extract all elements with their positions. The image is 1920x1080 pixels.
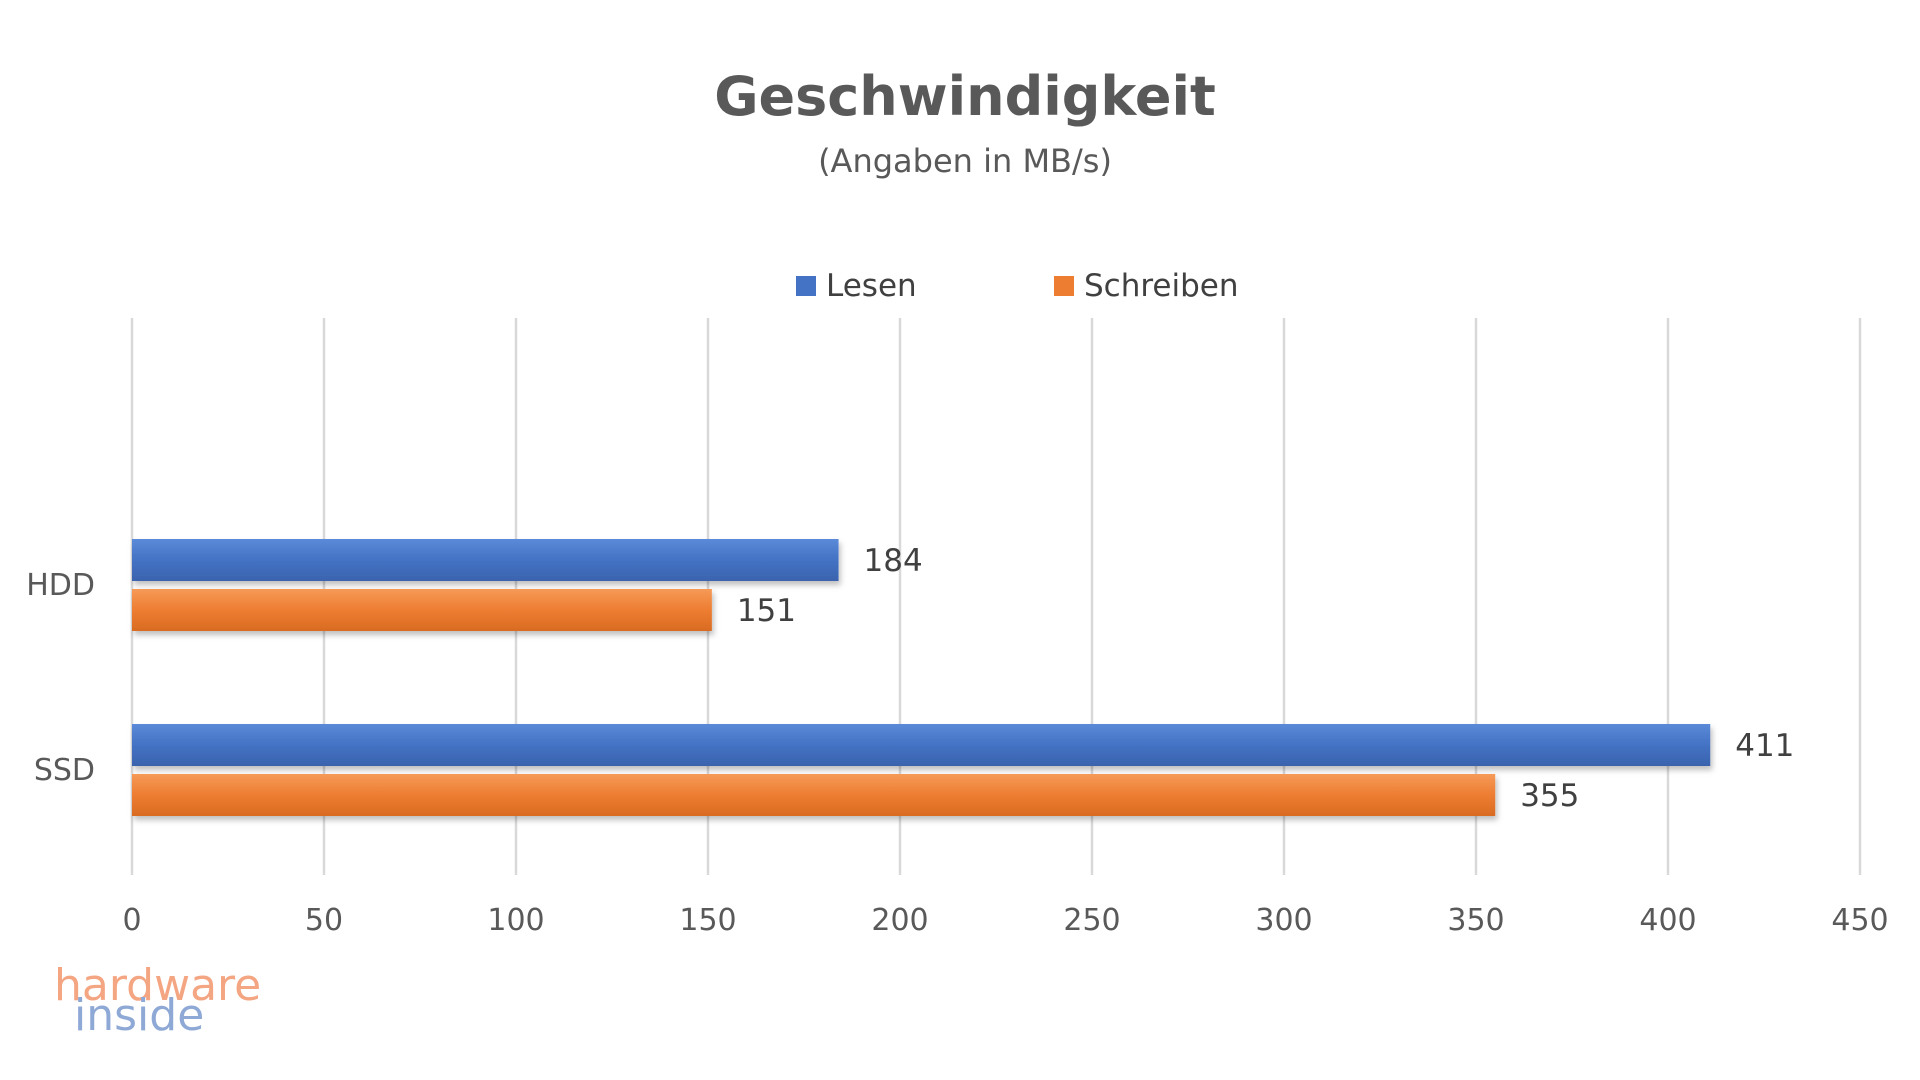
data-label: 355: [1520, 778, 1579, 814]
watermark-logo: hardware inside: [54, 960, 261, 1041]
bar: [132, 539, 839, 581]
data-label: 411: [1735, 728, 1794, 764]
x-tick-label: 450: [1831, 903, 1888, 938]
x-tick-label: 100: [487, 903, 544, 938]
watermark-line-1: hardware: [54, 960, 261, 1011]
bar: [132, 724, 1711, 766]
legend-label: Schreiben: [1084, 268, 1239, 304]
y-category-label: HDD: [26, 568, 95, 603]
data-label: 184: [864, 543, 923, 579]
x-tick-label: 50: [305, 903, 343, 938]
x-tick-label: 250: [1063, 903, 1120, 938]
chart-subtitle: (Angaben in MB/s): [818, 142, 1112, 180]
x-tick-label: 0: [122, 903, 141, 938]
chart-title: Geschwindigkeit: [714, 65, 1216, 128]
x-tick-label: 350: [1447, 903, 1504, 938]
labels: 0 50 100 150 200 250 300 350 400 450 HDD 184 151 SSD 4…: [26, 543, 1888, 938]
bars: [132, 539, 1711, 816]
x-tick-label: 400: [1639, 903, 1696, 938]
legend-swatch: [796, 276, 816, 296]
gridlines: [130, 318, 1862, 875]
x-tick-label: 300: [1255, 903, 1312, 938]
legend-swatch: [1054, 276, 1074, 296]
x-tick-label: 150: [679, 903, 736, 938]
bar: [132, 774, 1496, 816]
legend: Lesen Schreiben: [796, 268, 1239, 304]
x-tick-label: 200: [871, 903, 928, 938]
data-label: 151: [737, 593, 796, 629]
legend-label: Lesen: [826, 268, 917, 304]
bar: [132, 589, 712, 631]
watermark-line-2: inside: [74, 990, 204, 1041]
y-category-label: SSD: [34, 753, 95, 788]
